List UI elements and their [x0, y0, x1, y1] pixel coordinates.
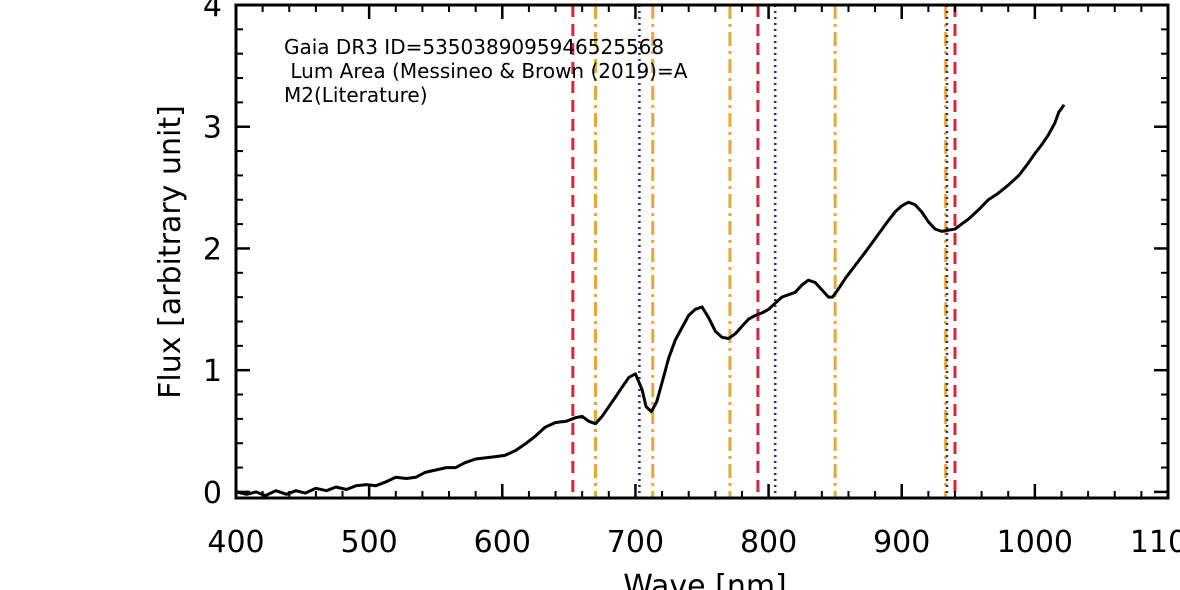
x-tick-label: 400: [207, 525, 264, 560]
y-axis-label: Flux [arbitrary unit]: [153, 105, 188, 399]
annotation-spectral-type: M2(Literature): [284, 83, 428, 107]
x-tick-label: 600: [474, 525, 531, 560]
spectrum-line: [235, 103, 1066, 498]
annotations-group: Gaia DR3 ID=5350389095946525568 Lum Area…: [284, 35, 688, 107]
x-axis-label: Wave [nm]: [623, 569, 787, 590]
x-tick-label: 700: [607, 525, 664, 560]
x-tick-label: 800: [740, 525, 797, 560]
plot-frame: [234, 3, 1170, 500]
y-tick-label: 1: [203, 354, 222, 389]
annotation-gaia-id: Gaia DR3 ID=5350389095946525568: [284, 35, 664, 59]
y-tick-label: 4: [203, 0, 222, 24]
x-tick-label: 900: [873, 525, 930, 560]
annotation-lum-area: Lum Area (Messineo & Brown (2019)=A: [284, 59, 688, 83]
y-tick-label: 3: [203, 111, 222, 146]
x-tick-label: 1000: [997, 525, 1073, 560]
x-tick-label: 500: [341, 525, 398, 560]
y-tick-label: 0: [203, 476, 222, 511]
vertical-lines-group: [571, 5, 957, 498]
spectrum-series-group: [235, 103, 1066, 498]
plot-frame-group: [234, 3, 1170, 500]
y-tick-label: 2: [203, 232, 222, 267]
